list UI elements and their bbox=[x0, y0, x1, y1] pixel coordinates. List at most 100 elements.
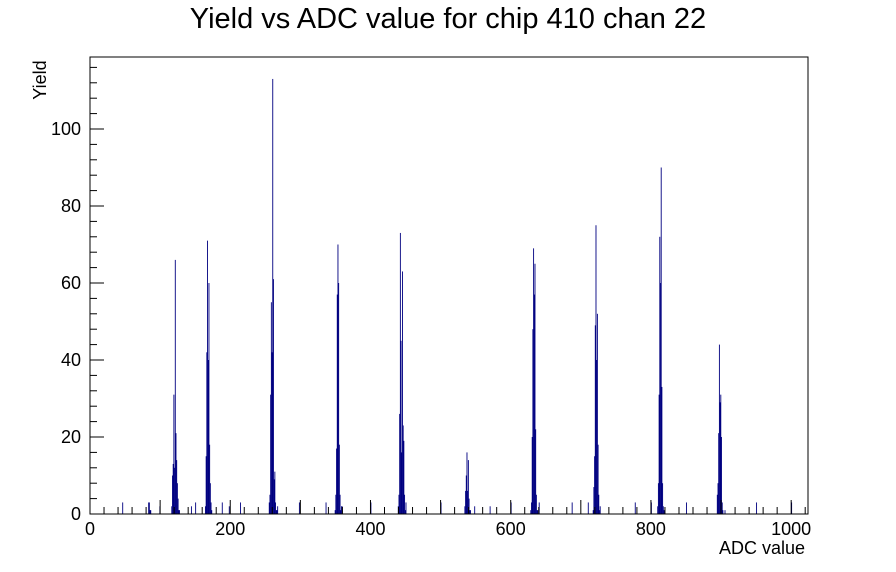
tick-labels: 0 200 400 600 800 1000 0 20 40 60 80 100 bbox=[51, 119, 811, 539]
histogram-bar bbox=[402, 425, 404, 514]
histogram-bar bbox=[270, 394, 272, 514]
histogram-bar bbox=[207, 360, 209, 514]
histogram-bar bbox=[404, 510, 406, 514]
histogram-bar bbox=[195, 502, 197, 514]
histogram-bar bbox=[587, 502, 589, 514]
histogram-bar bbox=[657, 483, 659, 514]
histogram-bar bbox=[398, 494, 400, 514]
histogram-bar bbox=[210, 502, 212, 514]
histogram-bar bbox=[531, 437, 533, 514]
histogram-bar bbox=[273, 479, 275, 514]
histogram-bar bbox=[269, 494, 271, 514]
x-tick-label: 200 bbox=[215, 519, 245, 539]
histogram-bar bbox=[593, 487, 595, 514]
histogram-bar bbox=[467, 460, 469, 514]
histogram-bar bbox=[537, 510, 539, 514]
histogram-bar bbox=[466, 452, 468, 514]
histogram-bar bbox=[177, 498, 179, 514]
histogram-bar bbox=[401, 452, 403, 514]
histogram-bar bbox=[228, 506, 230, 514]
histogram-bar bbox=[174, 467, 176, 514]
histogram-bar bbox=[171, 506, 173, 514]
histogram-bar bbox=[176, 460, 178, 514]
histogram-bar bbox=[399, 413, 401, 514]
histogram-bar bbox=[338, 283, 340, 514]
histogram-bar bbox=[465, 490, 467, 514]
y-tick-label: 80 bbox=[61, 196, 81, 216]
histogram-bar bbox=[533, 294, 535, 514]
plot-frame bbox=[89, 56, 809, 515]
histogram-bar bbox=[173, 394, 175, 514]
histogram-bar bbox=[720, 394, 722, 514]
histogram-bar bbox=[270, 302, 272, 514]
histogram-bar bbox=[176, 483, 178, 514]
histogram-bar bbox=[399, 232, 401, 514]
histogram-bar bbox=[718, 344, 720, 514]
x-tick-label: 800 bbox=[636, 519, 666, 539]
histogram-bar bbox=[209, 483, 211, 514]
histogram-bar bbox=[660, 283, 661, 514]
y-tick-label: 0 bbox=[71, 504, 81, 524]
y-axis-label: Yield bbox=[30, 60, 50, 99]
histogram-bar bbox=[634, 502, 636, 514]
histogram-bar bbox=[337, 244, 339, 514]
histogram-bar bbox=[717, 483, 719, 514]
histogram-bar bbox=[719, 402, 721, 514]
histogram-bar bbox=[686, 502, 687, 514]
y-tick-label: 100 bbox=[51, 119, 81, 139]
histogram-bar bbox=[274, 471, 276, 514]
histogram-bar bbox=[662, 483, 664, 514]
histogram-bar bbox=[533, 248, 535, 514]
histogram-bar bbox=[756, 502, 758, 514]
histogram-bar bbox=[175, 433, 177, 514]
histogram-bar bbox=[464, 506, 466, 514]
histogram-bar bbox=[658, 394, 660, 514]
histogram-bar bbox=[338, 444, 340, 514]
histogram-bar bbox=[148, 502, 150, 514]
histogram-bar bbox=[275, 510, 277, 514]
histogram-bar bbox=[532, 329, 534, 514]
histogram-bar bbox=[335, 494, 337, 514]
histogram-bar bbox=[272, 78, 274, 514]
histogram-bar bbox=[403, 440, 405, 514]
histogram-bar bbox=[178, 510, 180, 514]
histogram-bar bbox=[179, 510, 180, 514]
histogram-bar bbox=[659, 236, 661, 515]
histogram-bar bbox=[205, 456, 207, 514]
histogram-bar bbox=[536, 510, 538, 514]
histogram-bar bbox=[276, 510, 278, 514]
histogram-bar bbox=[240, 502, 241, 514]
histogram-bar bbox=[465, 475, 467, 514]
histogram-bar bbox=[470, 510, 471, 514]
histogram-bar bbox=[724, 510, 726, 514]
histogram-bar bbox=[718, 433, 720, 514]
histogram-bar bbox=[208, 283, 210, 514]
histogram-bar bbox=[336, 448, 338, 514]
histogram-bar bbox=[190, 506, 192, 514]
histogram-bar bbox=[122, 502, 124, 514]
histogram-bar bbox=[662, 506, 664, 514]
y-tick-label: 20 bbox=[61, 427, 81, 447]
histogram-bar bbox=[661, 386, 663, 514]
histogram-bar bbox=[535, 429, 537, 514]
histogram-bar bbox=[341, 506, 342, 514]
histogram-bar bbox=[404, 494, 406, 514]
x-tick-label: 400 bbox=[355, 519, 385, 539]
histogram-bar bbox=[204, 506, 206, 514]
histogram-bar bbox=[594, 456, 596, 514]
x-tick-label: 1000 bbox=[771, 519, 811, 539]
histogram-bar bbox=[663, 510, 665, 514]
histogram-bar bbox=[277, 506, 279, 514]
histogram-bar bbox=[402, 271, 403, 514]
histogram-bar bbox=[660, 167, 662, 514]
histogram-bar bbox=[336, 294, 338, 514]
histogram-bar bbox=[721, 502, 723, 514]
histogram-bar bbox=[268, 502, 270, 514]
tick-marks bbox=[89, 66, 806, 515]
y-tick-label: 60 bbox=[61, 273, 81, 293]
histogram-bar bbox=[339, 494, 341, 514]
histogram-bar bbox=[468, 498, 470, 514]
histogram-bar bbox=[534, 263, 536, 514]
